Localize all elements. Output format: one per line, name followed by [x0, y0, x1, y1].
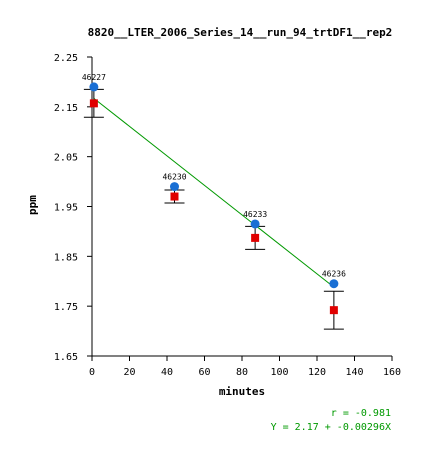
data-point-circle: [89, 82, 98, 91]
data-point-label: 46230: [162, 173, 186, 182]
x-tick-label: 20: [123, 367, 135, 378]
y-tick-label: 2.15: [54, 103, 78, 114]
x-tick-label: 100: [270, 367, 288, 378]
fit-equation: Y = 2.17 + -0.00296X: [271, 422, 391, 433]
fit-line: [94, 98, 334, 287]
x-tick-label: 80: [236, 367, 248, 378]
x-tick-label: 60: [198, 367, 210, 378]
y-tick-label: 1.75: [54, 302, 78, 313]
x-tick-label: 140: [345, 367, 363, 378]
x-tick-label: 120: [308, 367, 326, 378]
y-tick-label: 2.25: [54, 53, 78, 64]
data-point-square: [330, 306, 338, 314]
data-point-circle: [251, 219, 260, 228]
y-tick-label: 2.05: [54, 153, 78, 164]
data-point-label: 46236: [322, 270, 346, 279]
data-point-square: [171, 193, 179, 201]
data-point-square: [90, 99, 98, 107]
chart-title: 8820__LTER_2006_Series_14__run_94_trtDF1…: [88, 26, 393, 39]
data-point-circle: [329, 279, 338, 288]
fit-r-value: r = -0.981: [331, 408, 391, 419]
x-tick-label: 0: [89, 367, 95, 378]
plot-area: 0 20 40 60 80 100 120 140 160 1.65 1.75 1.85 1.95 2.0…: [54, 53, 401, 378]
y-tick-label: 1.65: [54, 352, 78, 363]
data-point-label: 46233: [243, 210, 267, 219]
data-point-label: 46227: [82, 73, 106, 82]
data-point-square: [251, 234, 259, 242]
y-tick-label: 1.95: [54, 203, 78, 214]
x-axis-title: minutes: [219, 385, 265, 398]
data-point-circle: [170, 182, 179, 191]
x-tick-label: 160: [383, 367, 401, 378]
y-tick-label: 1.85: [54, 252, 78, 263]
y-axis-title: ppm: [26, 195, 39, 215]
x-tick-label: 40: [161, 367, 173, 378]
